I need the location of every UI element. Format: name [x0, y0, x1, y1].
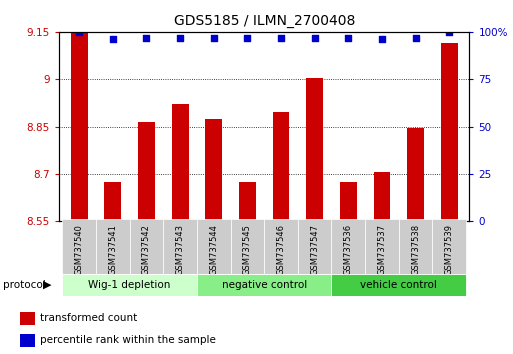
Point — [109, 36, 117, 42]
Bar — [71, 32, 88, 221]
Bar — [230, 219, 264, 274]
Bar — [373, 172, 390, 221]
Text: percentile rank within the sample: percentile rank within the sample — [40, 335, 215, 345]
Point — [445, 29, 453, 35]
Title: GDS5185 / ILMN_2700408: GDS5185 / ILMN_2700408 — [173, 14, 355, 28]
Bar — [96, 219, 130, 274]
Text: GSM737542: GSM737542 — [142, 224, 151, 275]
Bar — [20, 334, 35, 347]
Text: GSM737540: GSM737540 — [75, 224, 84, 275]
Text: vehicle control: vehicle control — [360, 280, 437, 290]
Bar — [365, 219, 399, 274]
Bar — [432, 219, 466, 274]
Bar — [298, 219, 331, 274]
Point — [176, 35, 184, 40]
Point — [142, 35, 150, 40]
Bar — [407, 128, 424, 221]
Bar — [172, 104, 188, 221]
Bar — [331, 274, 466, 296]
Point — [210, 35, 218, 40]
Text: negative control: negative control — [222, 280, 307, 290]
Point — [411, 35, 420, 40]
Text: GSM737545: GSM737545 — [243, 224, 252, 275]
Text: ▶: ▶ — [43, 280, 51, 290]
Bar — [130, 219, 163, 274]
Point — [344, 35, 352, 40]
Text: GSM737541: GSM737541 — [108, 224, 117, 275]
Bar — [205, 119, 222, 221]
Bar — [441, 43, 458, 221]
Bar — [272, 112, 289, 221]
Text: GSM737536: GSM737536 — [344, 224, 353, 275]
Point — [310, 35, 319, 40]
Bar — [63, 274, 197, 296]
Text: GSM737539: GSM737539 — [445, 224, 453, 275]
Text: transformed count: transformed count — [40, 313, 137, 323]
Bar — [105, 182, 121, 221]
Bar — [340, 182, 357, 221]
Bar — [163, 219, 197, 274]
Bar — [138, 122, 155, 221]
Bar — [264, 219, 298, 274]
Point — [277, 35, 285, 40]
Text: GSM737546: GSM737546 — [277, 224, 286, 275]
Text: GSM737543: GSM737543 — [175, 224, 185, 275]
Bar — [331, 219, 365, 274]
Text: GSM737544: GSM737544 — [209, 224, 218, 275]
Point — [243, 35, 251, 40]
Text: protocol: protocol — [3, 280, 45, 290]
Text: GSM737537: GSM737537 — [378, 224, 386, 275]
Bar — [239, 182, 256, 221]
Point — [378, 36, 386, 42]
Bar — [197, 274, 331, 296]
Point — [75, 29, 83, 35]
Bar — [63, 219, 96, 274]
Bar — [306, 78, 323, 221]
Bar — [197, 219, 230, 274]
Bar — [399, 219, 432, 274]
Bar — [20, 312, 35, 325]
Text: Wig-1 depletion: Wig-1 depletion — [88, 280, 171, 290]
Text: GSM737538: GSM737538 — [411, 224, 420, 275]
Text: GSM737547: GSM737547 — [310, 224, 319, 275]
